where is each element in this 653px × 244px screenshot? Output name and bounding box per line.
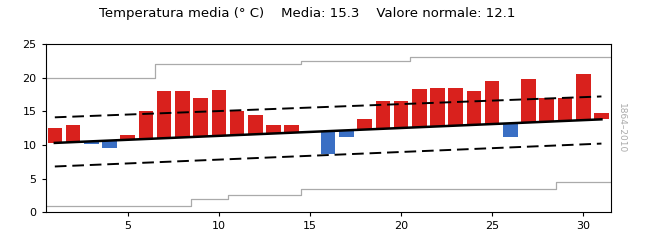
Bar xyxy=(248,115,263,134)
Bar xyxy=(212,90,226,136)
Bar xyxy=(412,89,426,127)
Bar xyxy=(266,125,281,133)
Bar xyxy=(594,113,609,119)
Bar xyxy=(430,88,445,126)
Bar xyxy=(357,119,372,130)
Bar xyxy=(485,81,500,124)
Bar xyxy=(48,128,62,143)
Bar xyxy=(521,79,536,122)
Bar xyxy=(576,74,590,120)
Bar xyxy=(66,125,80,142)
Text: Temperatura media (° C)    Media: 15.3    Valore normale: 12.1: Temperatura media (° C) Media: 15.3 Valo… xyxy=(99,7,515,20)
Bar xyxy=(102,141,117,148)
Bar xyxy=(120,135,135,140)
Bar xyxy=(339,130,354,137)
Bar xyxy=(138,111,153,139)
Bar xyxy=(394,101,408,128)
Bar xyxy=(449,88,463,126)
Bar xyxy=(375,101,390,129)
Bar xyxy=(285,125,299,133)
Bar xyxy=(230,111,244,135)
Bar xyxy=(157,91,172,138)
Text: 1864–2010: 1864–2010 xyxy=(617,103,626,153)
Bar xyxy=(84,141,99,143)
Bar xyxy=(321,131,336,154)
Bar xyxy=(539,98,554,122)
Bar xyxy=(467,91,481,125)
Bar xyxy=(193,98,208,137)
Bar xyxy=(175,91,189,137)
Bar xyxy=(558,98,572,121)
Bar xyxy=(503,123,518,137)
